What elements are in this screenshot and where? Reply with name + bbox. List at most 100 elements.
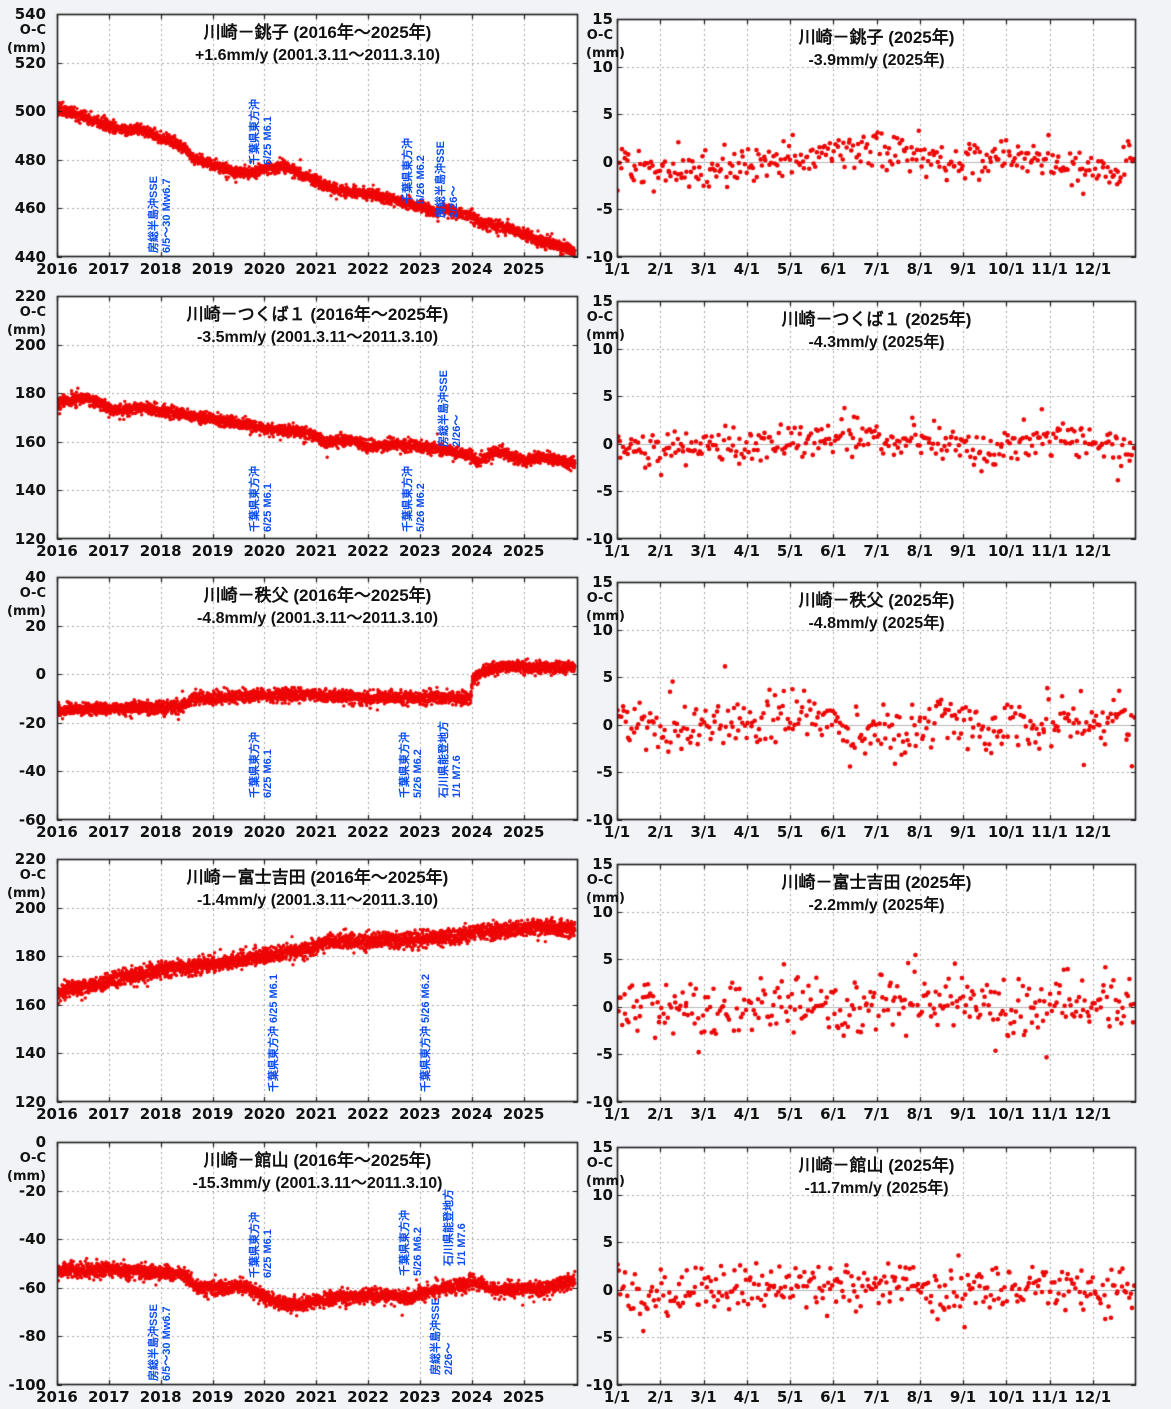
chart-kawasaki-fujiyoshida-long: 川崎－富士吉田 (2016年～2025年) -1.4mm/y (2001.3.11… xyxy=(0,845,586,1126)
plot-canvas-kawasaki-tateyama-long xyxy=(0,1128,586,1409)
earthquake-annotation-line: 房総半島沖SSE xyxy=(147,1304,160,1382)
y-tick-label: 15 xyxy=(592,1138,613,1156)
earthquake-annotation-line: 千葉県東方沖 5/26 M6.2 xyxy=(420,974,433,1093)
x-tick-label: 2018 xyxy=(139,1105,182,1123)
chart-subtitle: +1.6mm/y (2001.3.11～2011.3.10) xyxy=(194,47,441,64)
y-axis-label: (mm) xyxy=(7,323,46,338)
y-tick-label: -40 xyxy=(18,762,46,781)
earthquake-annotation-line: 6/25 M6.1 xyxy=(261,749,274,799)
earthquake-annotation: 千葉県東方沖 6/25 M6.1 xyxy=(249,99,275,165)
y-tick-label: -20 xyxy=(18,1181,46,1200)
x-tick-label: 8/1 xyxy=(906,1388,933,1406)
y-tick-label: 0 xyxy=(35,1133,46,1151)
x-tick-label: 2017 xyxy=(87,260,130,278)
earthquake-annotation: 房総半島沖SSE 2/26～ xyxy=(438,370,464,447)
y-tick-label: 5 xyxy=(602,950,613,969)
x-tick-label: 10/1 xyxy=(987,1388,1025,1406)
y-tick-label: 15 xyxy=(592,10,613,28)
x-tick-label: 3/1 xyxy=(690,1388,717,1406)
y-tick-label: -60 xyxy=(18,811,46,829)
y-tick-label: 0 xyxy=(602,434,613,453)
x-tick-label: 8/1 xyxy=(906,1105,933,1123)
earthquake-annotation: 千葉県東方沖 6/25 M6.1 xyxy=(249,1212,275,1278)
x-tick-label: 9/1 xyxy=(949,260,977,278)
y-axis-label: O-C xyxy=(586,1156,613,1171)
earthquake-annotation-line: 房総半島沖SSE xyxy=(430,1298,443,1376)
plot-canvas-kawasaki-choshi-2025 xyxy=(586,0,1171,281)
x-tick-label: 7/1 xyxy=(863,823,890,841)
y-axis-label: O-C xyxy=(586,591,613,606)
y-axis-label: (mm) xyxy=(586,891,625,906)
plot-canvas-kawasaki-choshi-long xyxy=(0,0,586,281)
earthquake-annotation-line: 6/5～30 Mw6.7 xyxy=(160,1306,173,1382)
x-tick-label: 2023 xyxy=(399,1388,441,1406)
y-axis-label: O-C xyxy=(586,873,613,888)
y-tick-label: 15 xyxy=(592,573,613,591)
x-tick-label: 4/1 xyxy=(733,542,760,560)
earthquake-annotation-line: 1/1 M7.6 xyxy=(456,1223,469,1266)
x-tick-label: 2016 xyxy=(36,823,78,841)
x-tick-label: 5/1 xyxy=(776,542,804,560)
chart-subtitle: -4.3mm/y (2025年) xyxy=(808,334,945,351)
y-tick-label: 10 xyxy=(592,902,613,921)
x-tick-label: 4/1 xyxy=(733,1105,760,1123)
x-tick-label: 2019 xyxy=(191,1388,234,1406)
x-tick-label: 7/1 xyxy=(863,1105,890,1123)
plot-canvas-kawasaki-fujiyoshida-2025 xyxy=(586,845,1171,1126)
x-tick-label: 5/1 xyxy=(776,260,804,278)
y-axis-label: O-C xyxy=(586,28,613,43)
plot-canvas-kawasaki-fujiyoshida-long xyxy=(0,845,586,1126)
x-tick-label: 2021 xyxy=(295,542,338,560)
y-axis-label: O-C xyxy=(19,1151,46,1166)
x-tick-label: 2025 xyxy=(502,823,545,841)
x-tick-label: 2024 xyxy=(450,260,493,278)
earthquake-annotation-line: 房総半島沖SSE xyxy=(435,141,448,219)
x-tick-label: 11/1 xyxy=(1031,823,1068,841)
chart-kawasaki-tateyama-2025: 川崎－館山 (2025年) -11.7mm/y (2025年) 15 10 5 0 -5 -1… xyxy=(586,1128,1171,1409)
earthquake-annotation: 石川県能登地方 1/1 M7.6 xyxy=(438,721,464,798)
chart-title: 川崎－秩父 (2025年) xyxy=(798,591,955,610)
y-tick-label: 10 xyxy=(592,57,613,76)
y-tick-label: 140 xyxy=(14,1044,46,1063)
y-axis-label: (mm) xyxy=(7,604,46,619)
x-tick-label: 1/1 xyxy=(603,1388,631,1406)
earthquake-annotation-line: 千葉県東方沖 xyxy=(399,1209,412,1276)
x-tick-label: 4/1 xyxy=(733,823,760,841)
chart-subtitle: -2.2mm/y (2025年) xyxy=(808,897,945,914)
x-tick-label: 10/1 xyxy=(987,542,1025,560)
earthquake-annotation-line: 1/1 M7.6 xyxy=(450,755,463,799)
earthquake-annotation-line: 千葉県東方沖 6/25 M6.1 xyxy=(268,974,281,1093)
y-tick-label: 15 xyxy=(592,292,613,310)
x-tick-label: 2025 xyxy=(502,260,545,278)
y-axis-label: O-C xyxy=(19,23,46,38)
x-tick-label: 2018 xyxy=(139,1388,182,1406)
y-tick-label: -5 xyxy=(596,1328,613,1347)
x-tick-label: 12/1 xyxy=(1074,542,1112,560)
y-axis-label: O-C xyxy=(586,310,613,325)
x-tick-label: 2020 xyxy=(243,260,286,278)
x-tick-label: 5/1 xyxy=(776,1388,804,1406)
earthquake-annotation: 房総半島沖SSE 2/26～ xyxy=(430,1298,456,1375)
earthquake-annotation: 千葉県東方沖 5/26 M6.2 xyxy=(402,466,428,532)
x-tick-label: 2025 xyxy=(502,1388,545,1406)
chart-subtitle: -4.8mm/y (2025年) xyxy=(808,615,945,632)
y-tick-label: 220 xyxy=(14,850,46,868)
y-tick-label: -10 xyxy=(586,248,614,266)
y-tick-label: 440 xyxy=(14,248,46,266)
y-tick-label: 0 xyxy=(35,665,46,684)
y-tick-label: 140 xyxy=(14,481,46,500)
x-tick-label: 2021 xyxy=(295,260,338,278)
earthquake-annotation-line: 5/26 M6.2 xyxy=(412,1226,425,1276)
chart-kawasaki-tsukuba1-2025: 川崎－つくば１ (2025年) -4.3mm/y (2025年) 15 10 5 0 -5 -… xyxy=(586,282,1171,563)
chart-subtitle: -3.9mm/y (2025年) xyxy=(808,52,945,69)
x-tick-label: 2017 xyxy=(87,823,130,841)
plot-canvas-kawasaki-tateyama-2025 xyxy=(586,1128,1171,1409)
y-tick-label: 160 xyxy=(14,995,46,1014)
x-tick-label: 9/1 xyxy=(949,1388,977,1406)
y-tick-label: -10 xyxy=(586,811,614,829)
x-tick-label: 2025 xyxy=(502,1105,545,1123)
chart-subtitle: -3.5mm/y (2001.3.11～2011.3.10) xyxy=(196,329,439,346)
x-tick-label: 2022 xyxy=(347,823,389,841)
y-tick-label: 500 xyxy=(14,102,46,121)
